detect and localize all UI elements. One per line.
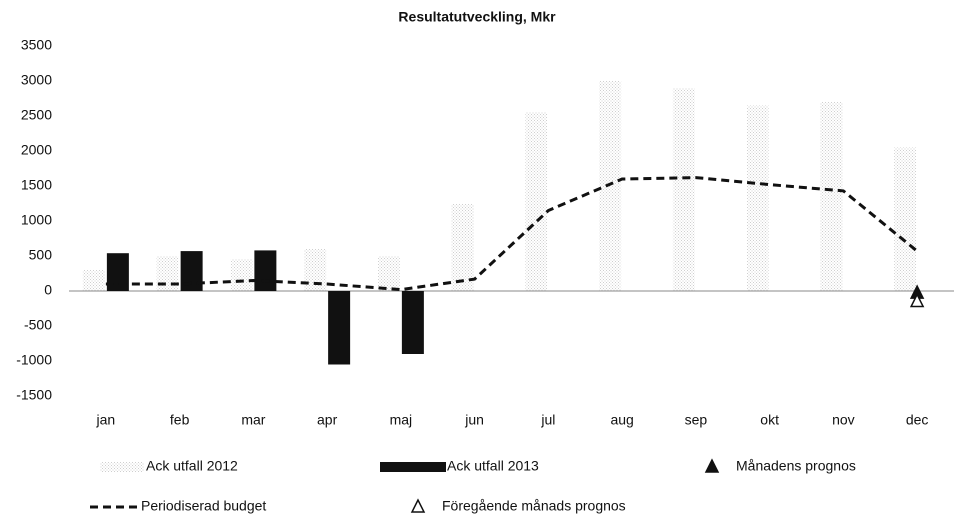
bar	[304, 249, 327, 291]
bar	[156, 256, 179, 291]
y-tick-label: 1500	[21, 177, 52, 193]
legend-swatch	[704, 458, 720, 473]
x-tick-label: jun	[464, 412, 484, 428]
legend-label: Ack utfall 2013	[447, 458, 539, 474]
x-tick-label: feb	[170, 412, 190, 428]
y-tick-label: 2000	[21, 142, 52, 158]
bar	[230, 259, 253, 291]
legend-swatch	[100, 462, 144, 472]
bar	[82, 270, 105, 291]
x-tick-label: okt	[760, 412, 779, 428]
x-tick-label: maj	[390, 412, 413, 428]
bar	[894, 147, 917, 291]
bar	[746, 105, 769, 291]
chart-title: Resultatutveckling, Mkr	[398, 9, 556, 25]
x-tick-label: sep	[685, 412, 708, 428]
y-tick-label: -1000	[16, 352, 52, 368]
y-tick-label: 2500	[21, 107, 52, 123]
legend-label: Föregående månads prognos	[442, 498, 626, 514]
legend-swatch	[380, 462, 446, 472]
x-tick-label: dec	[906, 412, 929, 428]
y-tick-label: 500	[29, 247, 53, 263]
bar	[525, 112, 548, 291]
bar	[328, 291, 351, 365]
y-tick-label: -500	[24, 317, 52, 333]
bar	[106, 253, 129, 291]
legend-label: Månadens prognos	[736, 458, 856, 474]
legend-label: Ack utfall 2012	[146, 458, 238, 474]
y-tick-label: 0	[44, 282, 52, 298]
y-tick-label: 3000	[21, 72, 52, 88]
bar	[672, 88, 695, 291]
bar	[180, 251, 203, 291]
bar	[254, 250, 277, 291]
budget-line	[105, 176, 919, 292]
y-tick-label: 1000	[21, 212, 52, 228]
triangle-marker	[909, 292, 925, 308]
x-tick-label: jul	[540, 412, 555, 428]
bar	[377, 256, 400, 291]
x-tick-label: nov	[832, 412, 855, 428]
x-tick-label: apr	[317, 412, 338, 428]
bar	[820, 102, 843, 291]
bar	[451, 203, 474, 291]
y-tick-label: -1500	[16, 387, 52, 403]
bar	[599, 81, 622, 291]
legend-swatch	[410, 498, 426, 513]
x-tick-label: jan	[96, 412, 116, 428]
bar	[401, 291, 424, 354]
legend-label: Periodiserad budget	[141, 498, 266, 514]
x-tick-label: aug	[610, 412, 633, 428]
y-tick-label: 3500	[21, 37, 52, 53]
x-tick-label: mar	[241, 412, 265, 428]
